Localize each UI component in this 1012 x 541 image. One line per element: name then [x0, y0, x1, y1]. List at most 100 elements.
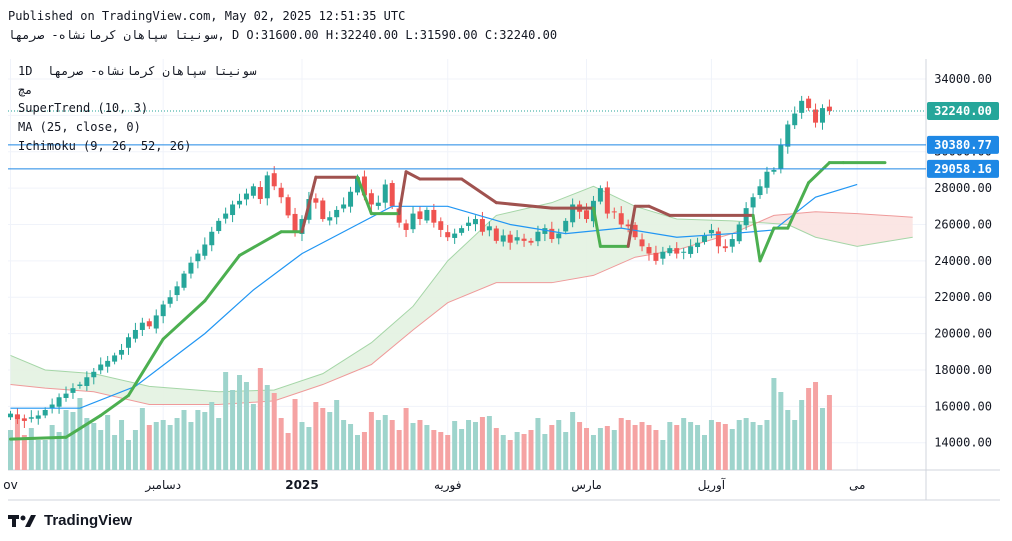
candle-body: [181, 273, 187, 288]
candle-body: [42, 409, 48, 416]
candle-body: [77, 384, 83, 386]
candle-body: [764, 171, 770, 188]
volume-bar: [125, 440, 131, 470]
candle-body: [729, 239, 735, 247]
volume-bar: [292, 399, 298, 470]
candle-body: [507, 234, 513, 243]
volume-bar: [341, 420, 347, 470]
volume-bar: [771, 378, 777, 470]
candle-body: [806, 98, 812, 109]
candle-body: [715, 231, 721, 247]
candle-body: [209, 231, 215, 246]
volume-bar: [195, 410, 201, 470]
volume-bar: [188, 422, 194, 470]
supertrend-line: [647, 204, 672, 217]
candle-body: [368, 193, 374, 205]
supertrend-line: [807, 161, 831, 185]
volume-bar: [417, 420, 423, 470]
candle-body: [778, 144, 784, 169]
volume-bar: [570, 412, 576, 470]
time-axis-label: مارس: [571, 478, 602, 493]
candle-body: [167, 297, 173, 304]
volume-bar: [389, 420, 395, 470]
volume-bar: [361, 432, 367, 470]
volume-bar: [653, 430, 659, 470]
volume-bar: [146, 425, 152, 470]
candle-body: [618, 213, 624, 225]
candle-body: [153, 315, 159, 329]
volume-bar: [299, 422, 305, 470]
volume-bar: [493, 428, 499, 470]
price-axis-label: 18000.00: [934, 363, 992, 377]
volume-bar: [313, 402, 319, 470]
candle-body: [750, 197, 756, 208]
candle-body: [500, 235, 506, 242]
volume-bar: [556, 420, 562, 470]
candle-body: [21, 418, 27, 421]
volume-bar: [646, 425, 652, 470]
volume-bar: [639, 422, 645, 470]
candle-body: [660, 251, 666, 259]
candle-body: [375, 202, 381, 206]
candle-body: [771, 169, 777, 172]
supertrend-line: [626, 204, 637, 248]
volume-bar: [507, 440, 513, 470]
volume-bar: [715, 422, 721, 470]
volume-bar: [577, 422, 583, 470]
volume-bar: [729, 429, 735, 470]
legend-ma[interactable]: MA (25, close, 0): [18, 120, 141, 134]
supertrend-line: [9, 435, 68, 441]
volume-bar: [528, 430, 534, 470]
candle-body: [313, 198, 319, 203]
volume-bar: [70, 412, 76, 470]
supertrend-line: [460, 177, 498, 205]
candle-body: [521, 238, 527, 241]
volume-bar: [826, 395, 832, 470]
candle-body: [424, 209, 430, 221]
candle-body: [604, 187, 610, 214]
legend-ichimoku[interactable]: Ichimoku (9, 26, 52, 26): [18, 139, 192, 153]
candle-body: [348, 191, 354, 207]
volume-bar: [306, 427, 312, 470]
candle-body: [63, 393, 69, 398]
candle-body: [819, 108, 825, 123]
legend-supertrend[interactable]: SuperTrend (10, 3): [18, 101, 149, 115]
volume-bar: [708, 420, 714, 470]
price-tag: [927, 102, 999, 121]
volume-bar: [216, 418, 222, 470]
volume-bar: [223, 372, 229, 470]
candle-body: [237, 200, 243, 205]
volume-bar: [584, 428, 590, 470]
candle-body: [563, 220, 569, 232]
volume-bar: [112, 435, 118, 470]
volume-bar: [757, 425, 763, 470]
volume-bar: [8, 430, 13, 470]
candle-body: [542, 228, 548, 234]
volume-bar: [77, 398, 83, 470]
volume-bar: [410, 423, 416, 470]
candle-body: [792, 113, 798, 126]
volume-bar: [334, 400, 340, 470]
candle-body: [438, 221, 444, 230]
volume-bar: [98, 430, 104, 470]
candle-body: [389, 183, 395, 207]
candle-body: [597, 188, 603, 202]
volume-bar: [181, 410, 187, 470]
volume-bar: [424, 425, 430, 470]
ohlc-line: سونیتا سپاهان کرمانشاه- صرمها, D O:31600…: [8, 28, 558, 42]
volume-bar: [42, 440, 48, 470]
candle-body: [632, 224, 638, 238]
supertrend-line: [161, 299, 207, 341]
candle-body: [119, 349, 125, 355]
volume-bar: [438, 432, 444, 470]
candle-body: [479, 219, 485, 232]
candle-body: [403, 223, 409, 230]
volume-bar: [806, 388, 812, 470]
candle-body: [410, 213, 416, 230]
volume-bar: [674, 425, 680, 470]
volume-bar: [632, 425, 638, 470]
volume-bar: [542, 434, 548, 470]
volume-bar: [264, 385, 270, 470]
candle-body: [549, 228, 555, 240]
